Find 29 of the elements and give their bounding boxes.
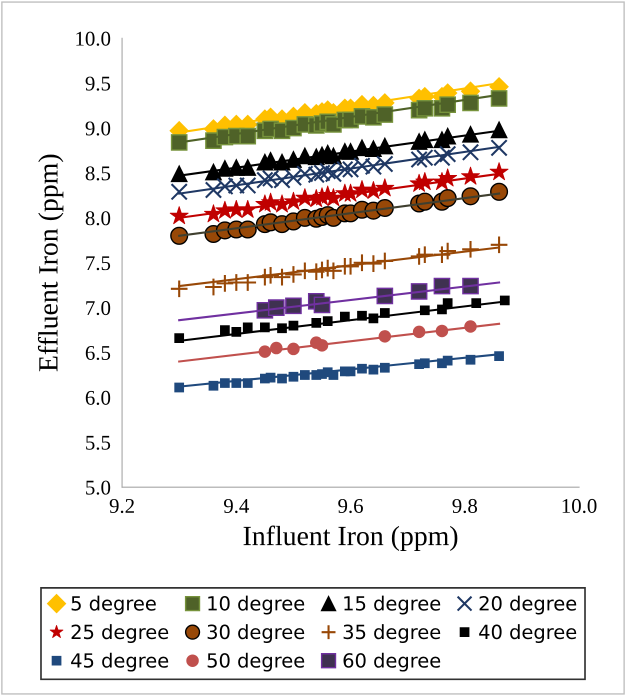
x-tick-label: 9.2 [110, 498, 134, 514]
legend-label: 60 degree [344, 652, 440, 672]
x-axis-title: Influent Iron (ppm) [244, 526, 458, 552]
y-tick-label: 5.0 [86, 480, 110, 495]
y-tick-label: 7.5 [86, 256, 110, 270]
x-tick-label: 10.0 [562, 498, 596, 514]
y-axis-title: Effluent Iron (ppm) [38, 154, 64, 372]
legend-label: 10 degree [208, 596, 304, 614]
legend-label: 40 degree [479, 624, 576, 643]
x-tick-label: 9.4 [224, 498, 250, 514]
legend-label: 20 degree [480, 596, 576, 614]
y-tick-label: 8.5 [86, 166, 110, 180]
legend-label: 30 degree [208, 624, 304, 643]
y-tick-label: 6.0 [86, 390, 110, 405]
y-tick-label: 6.5 [86, 346, 110, 360]
legend-label: 15 degree [344, 596, 440, 614]
y-tick-label: 8.0 [86, 211, 110, 226]
legend-label: 50 degree [208, 652, 304, 672]
y-tick-label: 9.5 [86, 76, 110, 91]
legend-label: 25 degree [72, 624, 168, 643]
legend-label: 35 degree [344, 624, 440, 643]
y-tick-label: 10.0 [76, 32, 110, 46]
x-tick-label: 9.8 [452, 498, 478, 514]
legend-label: 45 degree [71, 652, 168, 672]
legend-label: 5 degree [72, 596, 156, 614]
y-tick-label: 5.5 [86, 436, 110, 450]
y-tick-label: 9.0 [86, 121, 110, 136]
x-tick-label: 9.6 [338, 498, 363, 514]
y-tick-label: 7.0 [86, 301, 110, 316]
